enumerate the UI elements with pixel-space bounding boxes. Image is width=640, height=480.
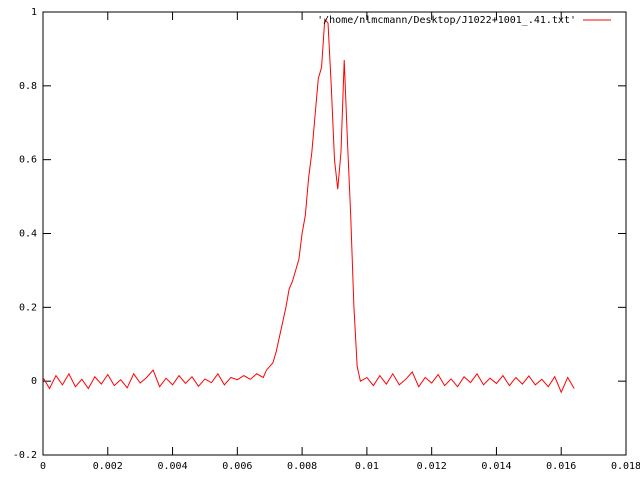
x-tick-label: 0.012 — [417, 461, 447, 472]
y-tick-label: -0.2 — [13, 450, 37, 461]
x-tick-label: 0.014 — [481, 461, 511, 472]
data-line — [42, 18, 575, 394]
x-tick-label: 0.006 — [222, 461, 252, 472]
y-tick-label: 0.6 — [19, 155, 37, 166]
legend-label: '/home/nlmcmann/Desktop/J1022+1001_.41.t… — [317, 15, 576, 26]
y-tick-label: 0.8 — [19, 81, 37, 92]
x-tick-label: 0.008 — [287, 461, 317, 472]
y-tick-label: 0.2 — [19, 302, 37, 313]
x-tick-label: 0 — [40, 461, 46, 472]
y-tick-label: 0.4 — [19, 229, 37, 240]
plot-frame — [42, 11, 627, 456]
x-tick-label: 0.004 — [158, 461, 188, 472]
x-tick-label: 0.018 — [611, 461, 640, 472]
x-tick-label: 0.002 — [93, 461, 123, 472]
x-tick-label: 0.016 — [546, 461, 576, 472]
x-tick-label: 0.01 — [355, 461, 379, 472]
y-tick-label: 0 — [31, 376, 37, 387]
y-tick-label: 1 — [31, 7, 37, 18]
